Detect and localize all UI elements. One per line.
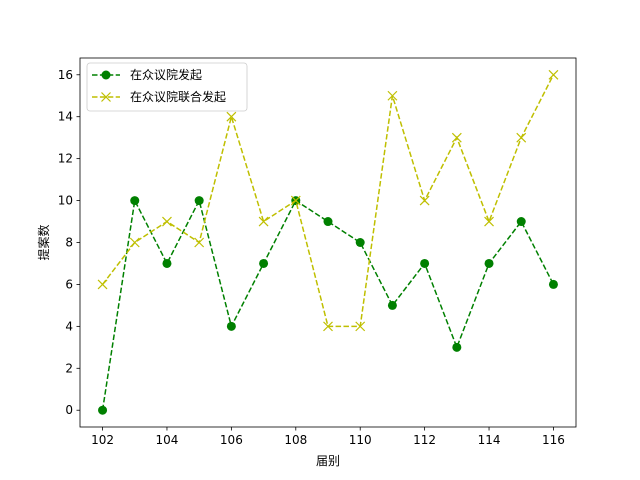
data-point-x — [323, 321, 333, 332]
x-tick-label: 106 — [220, 433, 243, 447]
data-point-circle — [259, 258, 269, 268]
x-tick-label: 114 — [478, 433, 501, 447]
data-point-x — [516, 132, 527, 143]
data-point-circle — [420, 258, 430, 268]
data-point-circle — [387, 300, 397, 310]
y-tick-label: 6 — [65, 277, 73, 291]
data-point-circle — [548, 279, 558, 289]
series-line-1 — [101, 198, 555, 411]
legend-box — [86, 62, 248, 112]
y-tick-label: 4 — [65, 319, 73, 333]
y-tick-label: 10 — [58, 194, 73, 208]
x-tick-label: 116 — [542, 433, 565, 447]
x-tick-label: 112 — [413, 433, 436, 447]
data-point-x — [129, 237, 140, 248]
data-point-x — [548, 69, 559, 80]
legend: 在众议院发起 在众议院联合发起 — [86, 62, 248, 112]
legend-marker-x — [101, 92, 111, 102]
data-point-circle — [130, 196, 140, 206]
x-axis-label: 届别 — [316, 454, 340, 468]
x-tick-label: 102 — [91, 433, 114, 447]
data-point-circle — [194, 196, 204, 206]
data-point-circle — [162, 258, 172, 268]
data-point-x — [290, 195, 301, 206]
y-axis-ticks: 0 2 4 6 8 10 12 14 16 — [58, 68, 80, 417]
legend-entry-1: 在众议院发起 — [92, 67, 202, 82]
data-point-x — [484, 216, 494, 227]
y-tick-label: 12 — [58, 152, 73, 166]
data-point-x — [419, 195, 430, 206]
plot-area — [97, 69, 559, 415]
data-point-x — [355, 321, 366, 332]
data-point-circle — [452, 342, 462, 352]
y-tick-label: 14 — [58, 110, 73, 124]
x-tick-label: 104 — [156, 433, 179, 447]
x-tick-label: 108 — [284, 433, 307, 447]
data-point-circle — [484, 258, 494, 268]
data-point-circle — [355, 238, 365, 247]
data-point-x — [451, 132, 462, 143]
data-point-x — [387, 90, 398, 101]
data-point-circle — [226, 321, 236, 331]
x-axis-ticks: 102 104 106 108 110 112 114 116 — [91, 427, 565, 447]
data-point-x — [97, 279, 108, 290]
data-point-circle — [516, 217, 526, 227]
data-point-x — [194, 237, 205, 248]
data-point-circle — [323, 217, 333, 227]
y-tick-label: 16 — [58, 68, 73, 82]
y-axis-label: 提案数 — [36, 224, 51, 260]
data-point-x — [258, 216, 269, 227]
legend-entry-2: 在众议院联合发起 — [92, 89, 226, 104]
legend-label-1: 在众议院发起 — [130, 67, 202, 82]
data-point-x — [162, 216, 172, 227]
y-tick-label: 0 — [65, 403, 73, 417]
x-tick-label: 110 — [349, 433, 372, 447]
y-tick-label: 8 — [65, 236, 73, 250]
data-point-circle — [98, 405, 108, 415]
legend-marker-circle — [101, 70, 111, 80]
y-tick-label: 2 — [65, 361, 73, 375]
legend-label-2: 在众议院联合发起 — [130, 89, 226, 104]
data-point-x — [226, 111, 237, 122]
